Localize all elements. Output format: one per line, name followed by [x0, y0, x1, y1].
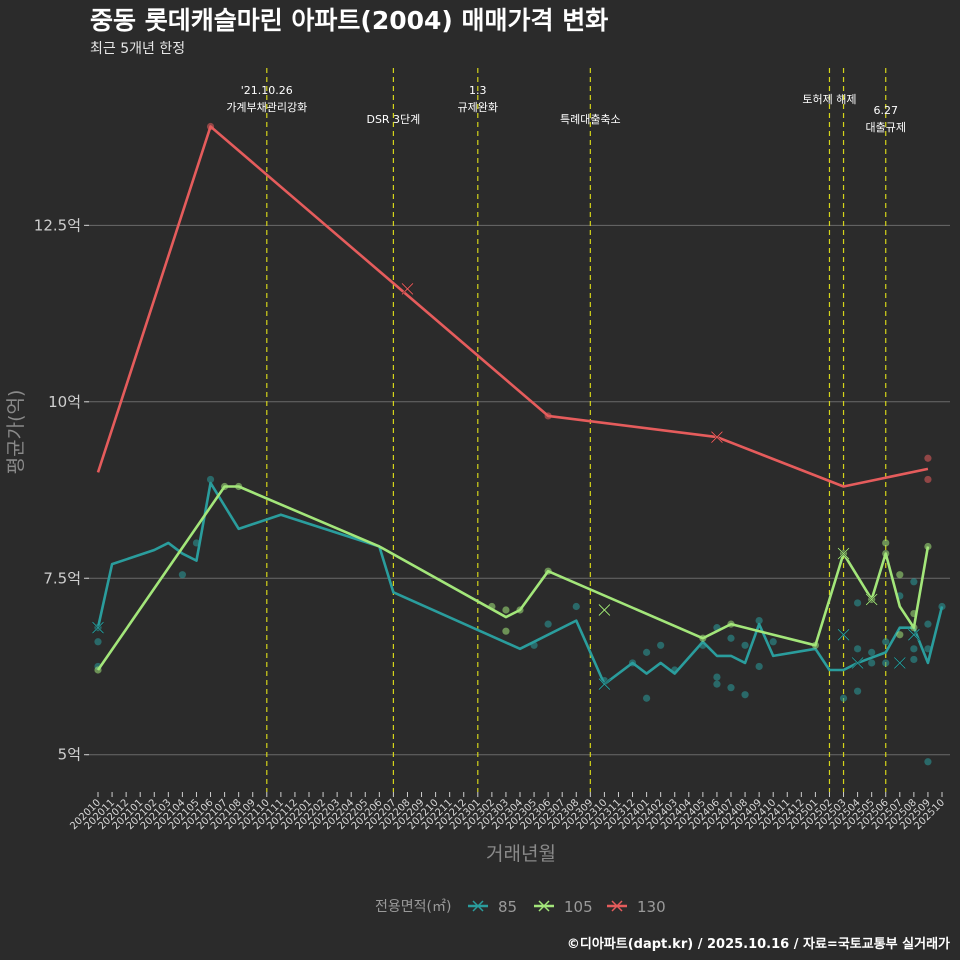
- data-point: [727, 634, 735, 642]
- cross-stroke: [711, 431, 723, 443]
- data-point: [896, 571, 904, 579]
- data-point: [643, 648, 651, 656]
- cross-stroke: [908, 628, 920, 641]
- series-105: [94, 482, 932, 674]
- series-85: [91, 475, 946, 766]
- cross-marker: [907, 628, 920, 641]
- cross-stroke: [893, 657, 906, 669]
- data-point: [206, 475, 215, 484]
- data-point: [502, 627, 510, 635]
- data-point: [924, 620, 932, 628]
- data-point: [643, 694, 651, 702]
- event-label: 특례대출축소: [560, 113, 621, 126]
- cross-marker: [598, 603, 611, 617]
- cross-stroke: [92, 621, 104, 634]
- cross-stroke: [401, 283, 414, 295]
- series-line: [96, 125, 929, 488]
- source-caption: ©디아파트(dapt.kr) / 2025.10.16 / 자료=국토교통부 실…: [567, 936, 950, 952]
- y-tick-label: 5억: [58, 746, 81, 764]
- cross-marker: [893, 656, 906, 670]
- data-point: [572, 602, 580, 611]
- data-point: [94, 638, 102, 646]
- series-line: [96, 485, 930, 671]
- data-point: [727, 684, 735, 692]
- cross-stroke: [837, 547, 850, 560]
- cross-stroke: [865, 593, 878, 606]
- data-point: [868, 659, 876, 667]
- legend-label: 85: [498, 898, 517, 916]
- series-group: [91, 122, 946, 766]
- series-130: [96, 122, 932, 488]
- cross-marker: [837, 628, 850, 641]
- event-label: 1.3: [469, 84, 487, 97]
- legend: 전용면적(㎡) 85 105 130: [375, 898, 666, 916]
- data-point: [882, 539, 890, 547]
- y-tick-label: 10억: [48, 393, 81, 411]
- event-label: 토허제 해제: [802, 92, 856, 106]
- data-point: [741, 641, 749, 649]
- legend-label: 105: [564, 898, 593, 916]
- data-point: [178, 571, 186, 579]
- cross-marker: [91, 621, 105, 634]
- cross-marker: [865, 593, 878, 606]
- event-label: '21.10.26: [241, 84, 293, 97]
- cross-marker: [851, 656, 864, 670]
- data-point: [502, 606, 510, 614]
- data-point: [755, 662, 763, 671]
- data-point: [839, 694, 848, 702]
- cross-stroke: [837, 628, 850, 641]
- cross-marker: [837, 547, 850, 560]
- data-point: [882, 659, 890, 667]
- cross-marker: [401, 282, 414, 295]
- x-axis-ticks: 2020102020112020122021012021022021032021…: [68, 792, 947, 832]
- y-axis-ticks: 5억 7.5억 10억 12.5억: [34, 216, 89, 764]
- data-point: [741, 691, 749, 699]
- data-point: [924, 758, 932, 766]
- cross-marker: [710, 431, 723, 444]
- cross-marker: [598, 678, 611, 691]
- event-label: 6.27: [873, 104, 898, 117]
- chart-title: 중동 롯데캐슬마린 아파트(2004) 매매가격 변화: [90, 6, 608, 35]
- legend-swatch-cross: [472, 900, 484, 912]
- event-label: 가계부채관리강화: [226, 101, 307, 114]
- event-label: 대출규제: [865, 121, 905, 134]
- x-axis-title: 거래년월: [486, 843, 556, 865]
- data-point: [854, 687, 862, 695]
- legend-swatch-cross: [611, 900, 623, 912]
- cross-stroke: [598, 604, 611, 616]
- event-label: DSR 3단계: [366, 113, 420, 126]
- data-point: [924, 475, 932, 484]
- legend-label: 130: [637, 898, 666, 916]
- data-point: [544, 620, 552, 628]
- data-point: [868, 648, 876, 656]
- legend-title: 전용면적(㎡): [375, 899, 451, 915]
- data-point: [910, 655, 918, 664]
- data-point: [755, 617, 763, 625]
- cross-stroke: [851, 657, 864, 669]
- chart-subtitle: 최근 5개년 한정: [90, 41, 185, 57]
- data-point: [854, 645, 862, 653]
- cross-stroke: [598, 678, 611, 690]
- y-tick-label: 12.5억: [34, 216, 81, 234]
- data-point: [713, 680, 721, 688]
- data-point: [854, 599, 862, 607]
- data-point: [882, 638, 890, 646]
- data-point: [896, 631, 904, 639]
- gridlines: [86, 224, 950, 756]
- data-point: [657, 641, 665, 649]
- legend-swatch-cross: [538, 900, 550, 912]
- event-label: 규제완화: [458, 101, 498, 114]
- data-point: [910, 645, 918, 653]
- y-tick-label: 7.5억: [43, 569, 81, 587]
- data-point: [769, 638, 777, 646]
- data-point: [910, 578, 918, 586]
- y-axis-title: 평균가(억): [5, 390, 27, 475]
- data-point: [713, 673, 721, 681]
- data-point: [924, 454, 932, 462]
